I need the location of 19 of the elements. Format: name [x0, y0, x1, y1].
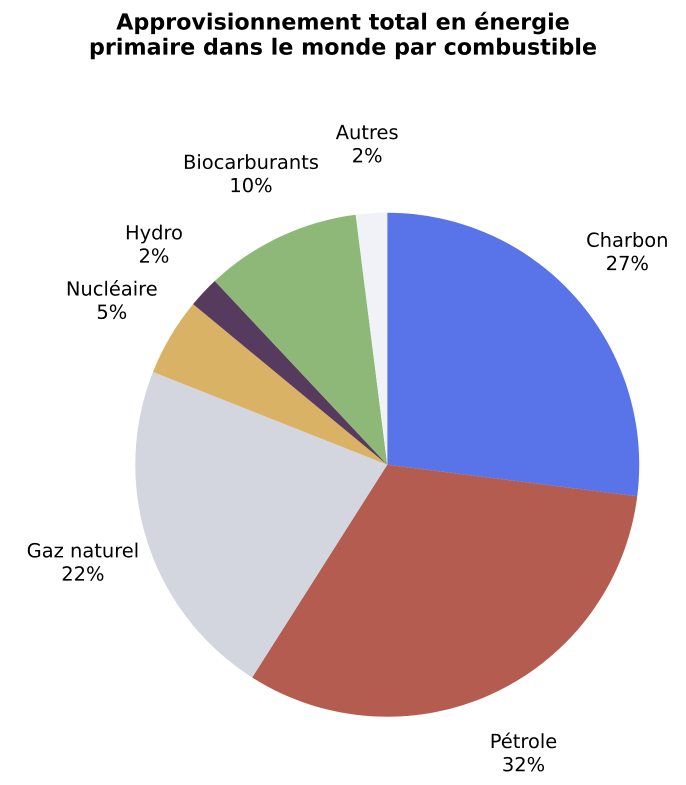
slice-label: Nucléaire [68, 280, 157, 296]
slice-label: Autres [336, 124, 398, 140]
chart-title: Approvisionnement total en énergie primaire dans le monde par combustible [90, 12, 596, 60]
slice-label: Biocarburants [184, 154, 318, 170]
slice-label: Hydro [126, 224, 182, 244]
slice-label: Charbon [587, 232, 667, 248]
pie-slice [252, 464, 638, 717]
pie-slice [193, 281, 388, 465]
data-label: 2% [140, 248, 168, 263]
slice-label: Pétrole [492, 732, 556, 748]
pie-slice [152, 304, 388, 465]
slice-label: Gaz naturel [28, 542, 138, 558]
data-label: 10% [232, 178, 272, 192]
pie-slice [214, 214, 388, 465]
data-label: 27% [607, 256, 648, 270]
data-label: 2% [353, 148, 382, 163]
data-label: 5% [98, 304, 126, 320]
data-label: 22% [62, 566, 104, 581]
data-label: 32% [503, 756, 544, 772]
